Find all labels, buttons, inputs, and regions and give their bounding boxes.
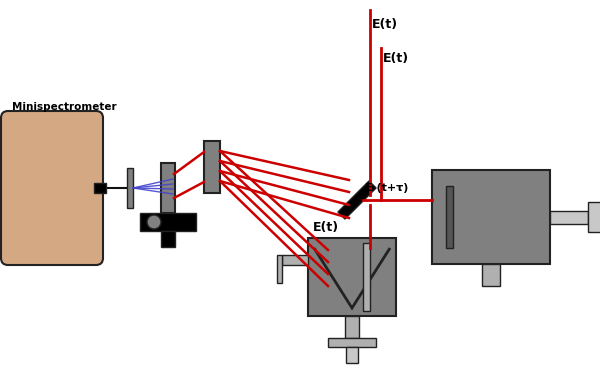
- Bar: [308, 238, 396, 316]
- Text: Minispectrometer: Minispectrometer: [12, 102, 116, 112]
- Bar: [140, 213, 196, 231]
- Bar: [161, 163, 175, 213]
- Bar: [363, 243, 370, 311]
- Bar: [550, 211, 588, 224]
- Bar: [482, 264, 500, 286]
- Bar: [432, 170, 550, 264]
- Text: E(t): E(t): [372, 18, 398, 31]
- Bar: [345, 316, 359, 338]
- Bar: [94, 183, 106, 193]
- Polygon shape: [338, 181, 376, 219]
- Bar: [127, 168, 133, 208]
- Text: E (t+τ): E (t+τ): [365, 183, 409, 193]
- Bar: [328, 338, 376, 347]
- Bar: [346, 347, 358, 363]
- Bar: [277, 255, 282, 283]
- Text: E(t): E(t): [313, 221, 339, 234]
- FancyBboxPatch shape: [1, 111, 103, 265]
- Circle shape: [147, 215, 161, 229]
- Bar: [161, 231, 175, 247]
- Bar: [204, 141, 220, 193]
- Bar: [446, 186, 453, 248]
- Bar: [588, 202, 600, 232]
- Text: E(t): E(t): [383, 52, 409, 65]
- Bar: [282, 255, 308, 265]
